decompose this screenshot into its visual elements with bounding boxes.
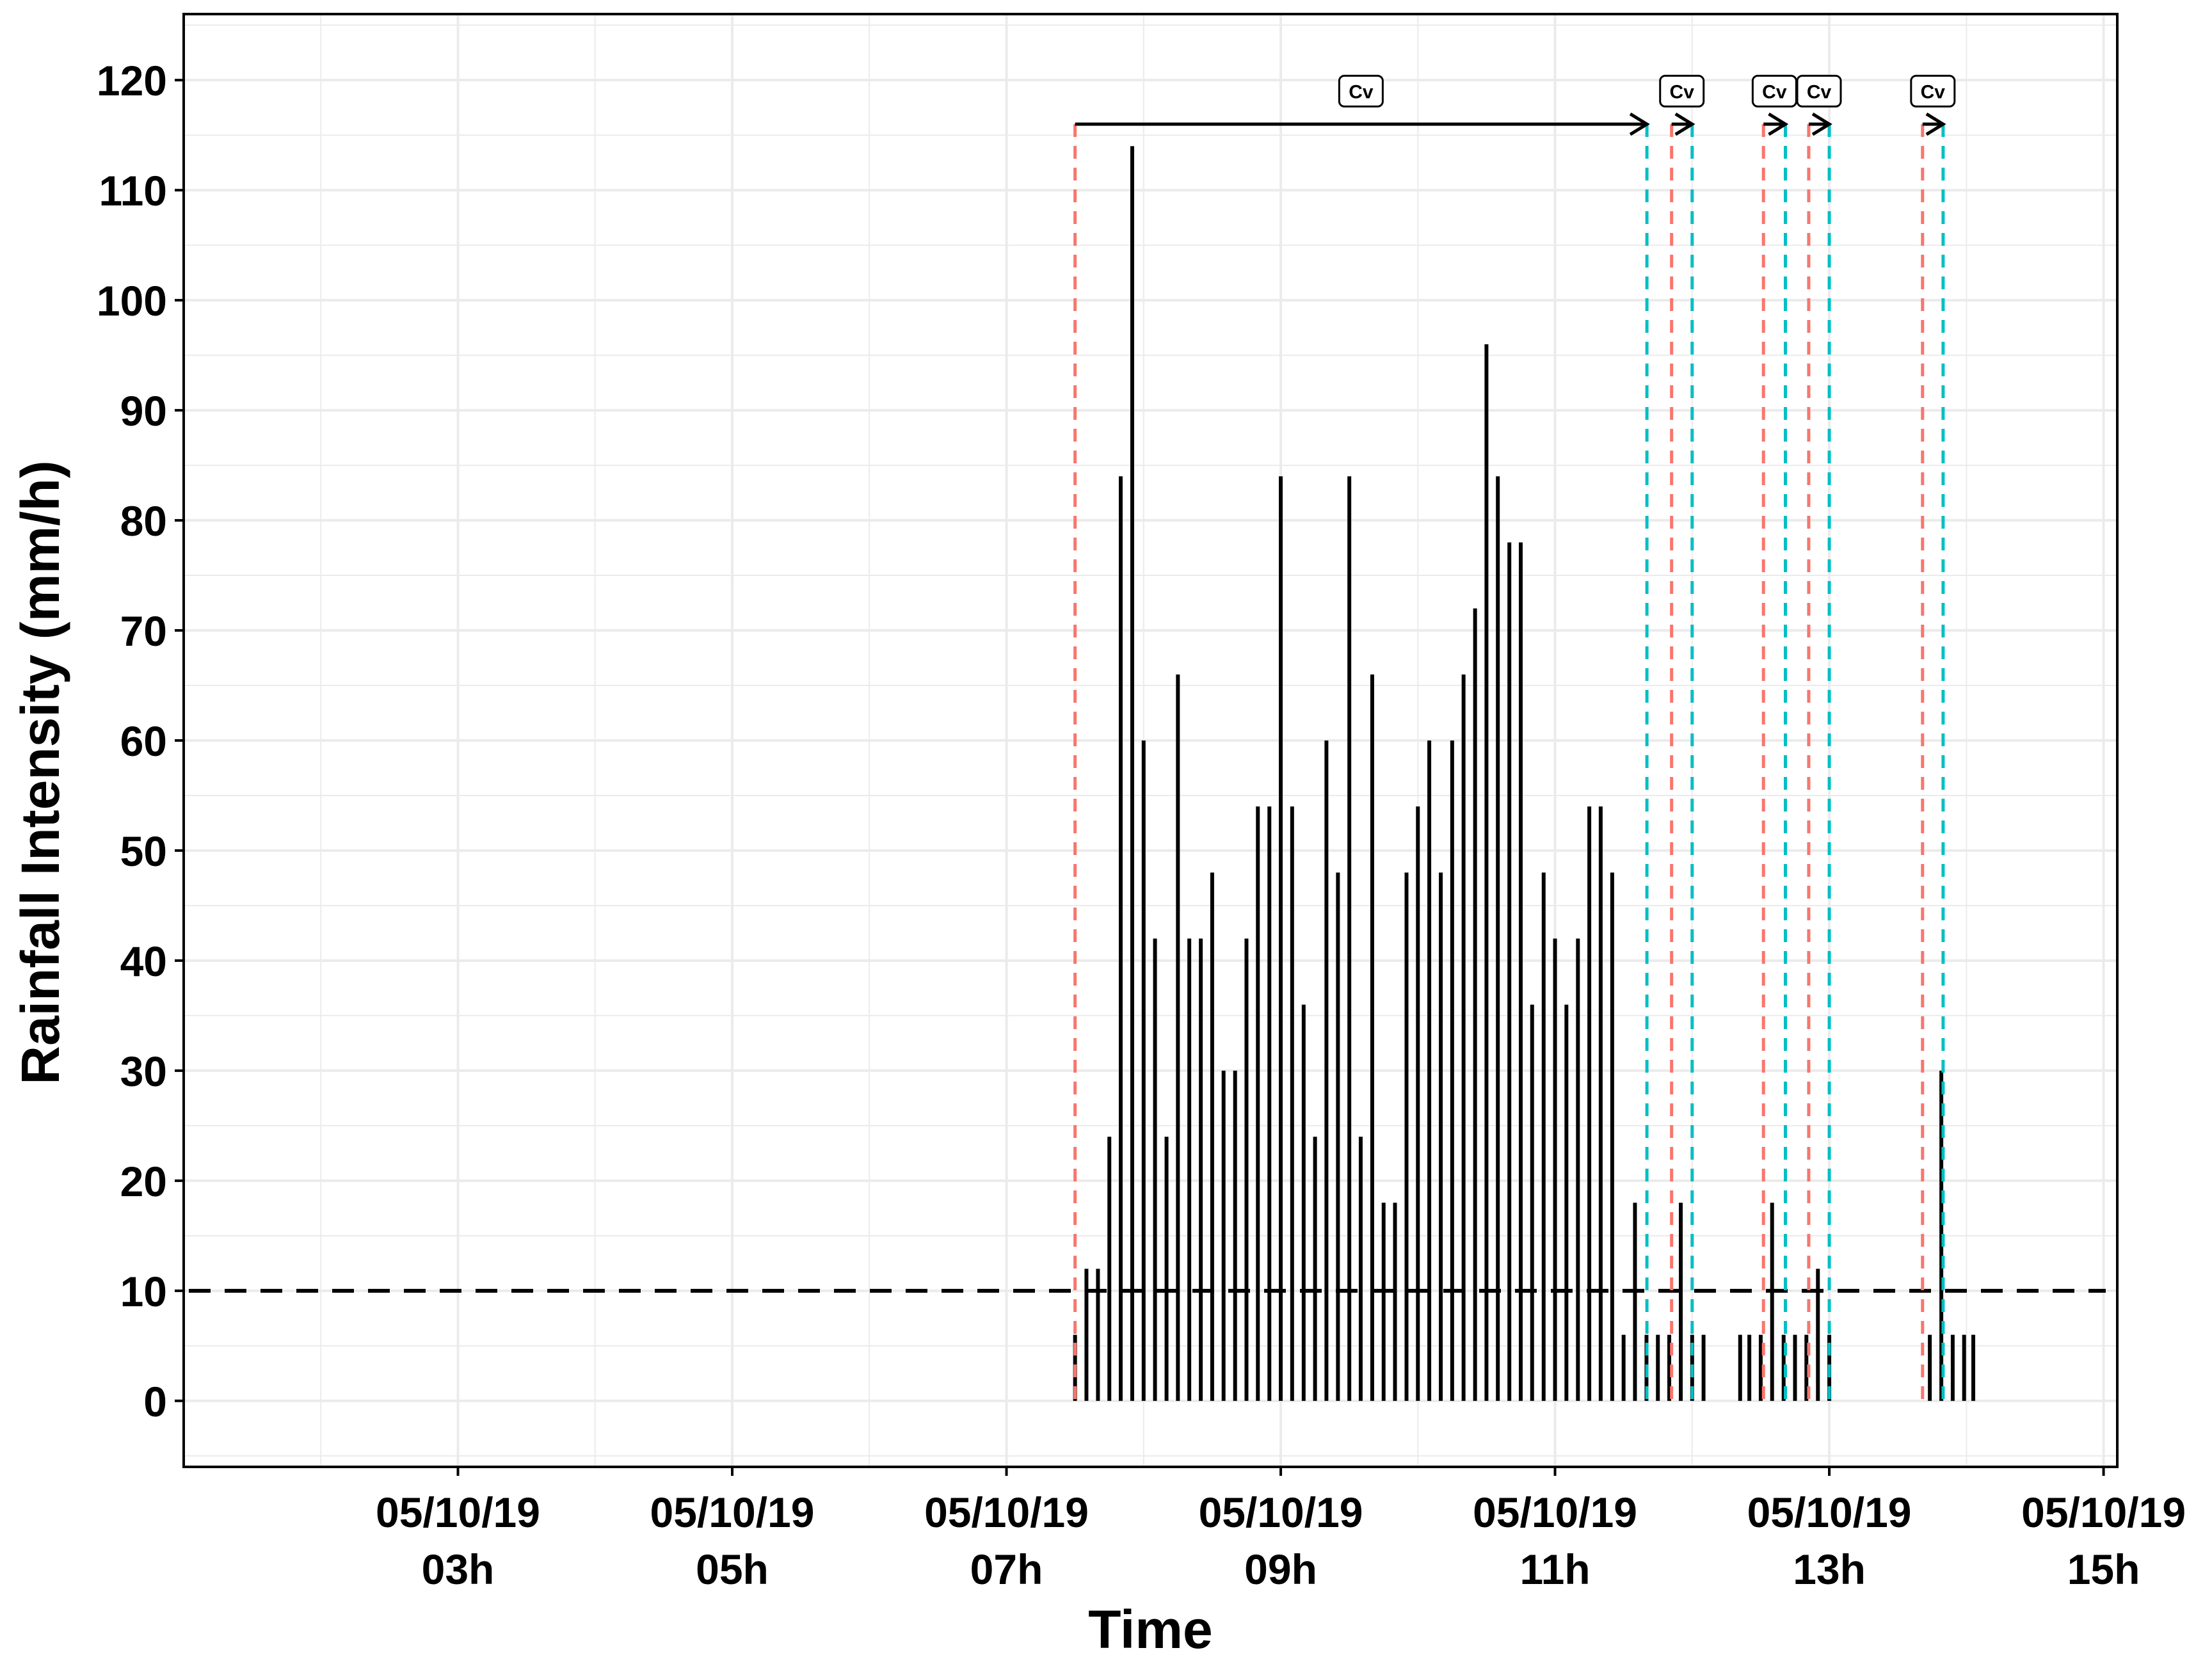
y-tick-label: 70	[120, 607, 167, 655]
x-tick-label-hour: 09h	[1244, 1546, 1317, 1593]
cv-arrow-head	[1629, 112, 1650, 136]
cv-label: Cv	[1349, 81, 1374, 102]
y-tick-label: 120	[97, 57, 167, 104]
x-axis-title: Time	[1088, 1599, 1213, 1660]
x-tick-label-hour: 07h	[970, 1546, 1043, 1593]
y-tick-label: 80	[120, 497, 167, 545]
cv-label: Cv	[1807, 81, 1832, 102]
x-tick-label-hour: 03h	[422, 1546, 495, 1593]
x-tick-label-hour: 15h	[2067, 1546, 2140, 1593]
cv-label-box	[1796, 74, 1842, 108]
arrow-layer: Cv Cv Cv Cv Cv	[1075, 74, 1956, 136]
cv-arrow-head	[1925, 112, 1946, 136]
y-tick-label: 30	[120, 1048, 167, 1095]
x-tick-label-date: 05/10/19	[376, 1489, 540, 1536]
event-layer	[1073, 124, 1945, 1401]
cv-label: Cv	[1921, 81, 1946, 102]
x-tick-label-hour: 05h	[696, 1546, 769, 1593]
cv-label-box	[1910, 74, 1956, 108]
y-tick-label: 20	[120, 1158, 167, 1205]
grid-layer	[184, 14, 2117, 1467]
x-tick-label-date: 05/10/19	[2021, 1489, 2186, 1536]
y-tick-label: 60	[120, 717, 167, 765]
y-tick-label: 0	[143, 1378, 167, 1425]
y-axis-title: Rainfall Intensity (mm/h)	[10, 460, 70, 1084]
bar-layer	[1073, 146, 1976, 1401]
cv-label: Cv	[1670, 81, 1695, 102]
y-tick-label: 50	[120, 828, 167, 875]
y-tick-label: 40	[120, 938, 167, 985]
tick-layer: 0 10 20 30 40 50 60 70 80 90 100 110 120 05/10/19 03h 0…	[97, 57, 2186, 1593]
x-tick-label-hour: 11h	[1520, 1546, 1591, 1593]
y-tick-label: 90	[120, 387, 167, 435]
cv-label-box	[1751, 74, 1797, 108]
cv-arrow-head	[1811, 112, 1832, 136]
x-tick-label-hour: 13h	[1793, 1546, 1866, 1593]
cv-arrow-head	[1674, 112, 1695, 136]
y-tick-label: 100	[97, 277, 167, 324]
x-tick-label-date: 05/10/19	[650, 1489, 815, 1536]
x-tick-label-date: 05/10/19	[924, 1489, 1089, 1536]
x-tick-label-date: 05/10/19	[1747, 1489, 1912, 1536]
x-tick-label-date: 05/10/19	[1473, 1489, 1637, 1536]
y-tick-label: 10	[120, 1268, 167, 1315]
cv-arrow-head	[1768, 112, 1789, 136]
x-tick-label-date: 05/10/19	[1199, 1489, 1363, 1536]
cv-label-box	[1338, 74, 1384, 108]
cv-label: Cv	[1762, 81, 1787, 102]
y-tick-label: 110	[99, 167, 167, 214]
cv-label-box	[1659, 74, 1705, 108]
